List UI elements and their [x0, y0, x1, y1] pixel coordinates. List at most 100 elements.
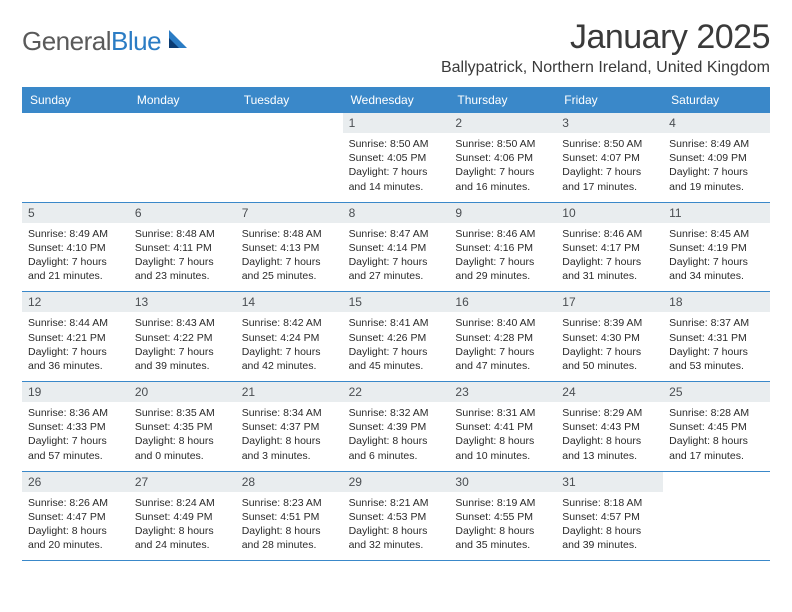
day-cell: 17Sunrise: 8:39 AMSunset: 4:30 PMDayligh… — [556, 292, 663, 381]
logo: GeneralBlue — [22, 18, 191, 57]
day-cell: 13Sunrise: 8:43 AMSunset: 4:22 PMDayligh… — [129, 292, 236, 381]
day-cell: 27 Sunrise: 8:24 AMSunset: 4:49 PMDayligh… — [129, 472, 236, 561]
dow-row: Sunday Monday Tuesday Wednesday Thursday… — [22, 87, 770, 113]
day-number: 13 — [129, 292, 236, 312]
day-cell: 6 Sunrise: 8:48 AMSunset: 4:11 PMDaylight… — [129, 203, 236, 292]
day-number: 31 — [556, 472, 663, 492]
day-number: 4 — [663, 113, 770, 133]
day-cell: 4 Sunrise: 8:49 AMSunset: 4:09 PMDaylight… — [663, 113, 770, 202]
day-body: Sunrise: 8:31 AMSunset: 4:41 PMDaylight:… — [455, 406, 550, 463]
logo-sail-icon — [165, 28, 191, 55]
dow-cell: Friday — [556, 87, 663, 113]
day-number: 14 — [236, 292, 343, 312]
day-cell: 26 Sunrise: 8:26 AMSunset: 4:47 PMDayligh… — [22, 472, 129, 561]
day-number: 9 — [449, 203, 556, 223]
day-body: Sunrise: 8:45 AMSunset: 4:19 PMDaylight:… — [669, 227, 764, 284]
day-number: 21 — [236, 382, 343, 402]
title-block: January 2025 Ballypatrick, Northern Irel… — [441, 18, 770, 77]
day-body: Sunrise: 8:35 AMSunset: 4:35 PMDaylight:… — [135, 406, 230, 463]
day-body: Sunrise: 8:24 AMSunset: 4:49 PMDaylight:… — [135, 496, 230, 553]
day-number: 27 — [129, 472, 236, 492]
day-cell: 15 Sunrise: 8:41 AMSunset: 4:26 PMDayligh… — [343, 292, 450, 381]
day-number: 8 — [343, 203, 450, 223]
logo-part1: General — [22, 26, 111, 56]
dow-cell: Sunday — [22, 87, 129, 113]
day-cell: 20 Sunrise: 8:35 AMSunset: 4:35 PMDayligh… — [129, 382, 236, 471]
logo-text: GeneralBlue — [22, 26, 161, 57]
day-cell: 8 Sunrise: 8:47 AMSunset: 4:14 PMDaylight… — [343, 203, 450, 292]
day-cell: 16 Sunrise: 8:40 AMSunset: 4:28 PMDayligh… — [449, 292, 556, 381]
week-row: 19 Sunrise: 8:36 AMSunset: 4:33 PMDayligh… — [22, 382, 770, 472]
day-body: Sunrise: 8:49 AMSunset: 4:09 PMDaylight:… — [669, 137, 764, 194]
day-number: 6 — [129, 203, 236, 223]
day-body: Sunrise: 8:49 AMSunset: 4:10 PMDaylight:… — [28, 227, 123, 284]
day-number: 22 — [343, 382, 450, 402]
day-number: 20 — [129, 382, 236, 402]
logo-part2: Blue — [111, 26, 161, 56]
day-body: Sunrise: 8:29 AMSunset: 4:43 PMDaylight:… — [562, 406, 657, 463]
day-number: 3 — [556, 113, 663, 133]
month-title: January 2025 — [441, 18, 770, 57]
day-cell: 19 Sunrise: 8:36 AMSunset: 4:33 PMDayligh… — [22, 382, 129, 471]
day-number: 25 — [663, 382, 770, 402]
calendar: Sunday Monday Tuesday Wednesday Thursday… — [22, 87, 770, 561]
day-number: 30 — [449, 472, 556, 492]
weeks-container: 1Sunrise: 8:50 AMSunset: 4:05 PMDaylight… — [22, 113, 770, 561]
day-body: Sunrise: 8:40 AMSunset: 4:28 PMDaylight:… — [455, 316, 550, 373]
page: GeneralBlue January 2025 Ballypatrick, N… — [0, 0, 792, 561]
week-row: 26 Sunrise: 8:26 AMSunset: 4:47 PMDayligh… — [22, 472, 770, 562]
day-cell — [129, 113, 236, 202]
day-body: Sunrise: 8:36 AMSunset: 4:33 PMDaylight:… — [28, 406, 123, 463]
day-cell: 25 Sunrise: 8:28 AMSunset: 4:45 PMDayligh… — [663, 382, 770, 471]
day-cell: 14 Sunrise: 8:42 AMSunset: 4:24 PMDayligh… — [236, 292, 343, 381]
day-body: Sunrise: 8:41 AMSunset: 4:26 PMDaylight:… — [349, 316, 444, 373]
day-number: 15 — [343, 292, 450, 312]
day-cell — [236, 113, 343, 202]
day-cell: 2Sunrise: 8:50 AMSunset: 4:06 PMDaylight… — [449, 113, 556, 202]
day-body: Sunrise: 8:28 AMSunset: 4:45 PMDaylight:… — [669, 406, 764, 463]
day-body: Sunrise: 8:46 AMSunset: 4:17 PMDaylight:… — [562, 227, 657, 284]
day-number: 18 — [663, 292, 770, 312]
day-body: Sunrise: 8:48 AMSunset: 4:11 PMDaylight:… — [135, 227, 230, 284]
day-body: Sunrise: 8:50 AMSunset: 4:06 PMDaylight:… — [455, 137, 550, 194]
day-number: 24 — [556, 382, 663, 402]
dow-cell: Saturday — [663, 87, 770, 113]
day-cell: 22 Sunrise: 8:32 AMSunset: 4:39 PMDayligh… — [343, 382, 450, 471]
week-row: 1Sunrise: 8:50 AMSunset: 4:05 PMDaylight… — [22, 113, 770, 203]
week-row: 5 Sunrise: 8:49 AMSunset: 4:10 PMDaylight… — [22, 203, 770, 293]
day-body: Sunrise: 8:46 AMSunset: 4:16 PMDaylight:… — [455, 227, 550, 284]
day-cell: 5 Sunrise: 8:49 AMSunset: 4:10 PMDaylight… — [22, 203, 129, 292]
day-cell: 18Sunrise: 8:37 AMSunset: 4:31 PMDayligh… — [663, 292, 770, 381]
day-cell: 21Sunrise: 8:34 AMSunset: 4:37 PMDayligh… — [236, 382, 343, 471]
day-cell: 30 Sunrise: 8:19 AMSunset: 4:55 PMDayligh… — [449, 472, 556, 561]
day-cell: 10Sunrise: 8:46 AMSunset: 4:17 PMDayligh… — [556, 203, 663, 292]
day-body: Sunrise: 8:50 AMSunset: 4:05 PMDaylight:… — [349, 137, 444, 194]
day-cell: 31Sunrise: 8:18 AMSunset: 4:57 PMDayligh… — [556, 472, 663, 561]
day-body: Sunrise: 8:32 AMSunset: 4:39 PMDaylight:… — [349, 406, 444, 463]
dow-cell: Wednesday — [343, 87, 450, 113]
day-body: Sunrise: 8:42 AMSunset: 4:24 PMDaylight:… — [242, 316, 337, 373]
day-cell: 23 Sunrise: 8:31 AMSunset: 4:41 PMDayligh… — [449, 382, 556, 471]
day-body: Sunrise: 8:39 AMSunset: 4:30 PMDaylight:… — [562, 316, 657, 373]
day-body: Sunrise: 8:44 AMSunset: 4:21 PMDaylight:… — [28, 316, 123, 373]
day-body: Sunrise: 8:47 AMSunset: 4:14 PMDaylight:… — [349, 227, 444, 284]
day-body: Sunrise: 8:50 AMSunset: 4:07 PMDaylight:… — [562, 137, 657, 194]
day-body: Sunrise: 8:26 AMSunset: 4:47 PMDaylight:… — [28, 496, 123, 553]
day-number: 23 — [449, 382, 556, 402]
day-cell: 24 Sunrise: 8:29 AMSunset: 4:43 PMDayligh… — [556, 382, 663, 471]
day-cell: 7Sunrise: 8:48 AMSunset: 4:13 PMDaylight… — [236, 203, 343, 292]
day-number: 26 — [22, 472, 129, 492]
day-number: 16 — [449, 292, 556, 312]
day-body: Sunrise: 8:19 AMSunset: 4:55 PMDaylight:… — [455, 496, 550, 553]
dow-cell: Thursday — [449, 87, 556, 113]
day-cell: 29Sunrise: 8:21 AMSunset: 4:53 PMDayligh… — [343, 472, 450, 561]
day-cell: 1Sunrise: 8:50 AMSunset: 4:05 PMDaylight… — [343, 113, 450, 202]
day-number: 12 — [22, 292, 129, 312]
day-number: 11 — [663, 203, 770, 223]
week-row: 12 Sunrise: 8:44 AMSunset: 4:21 PMDayligh… — [22, 292, 770, 382]
day-number: 29 — [343, 472, 450, 492]
day-number: 5 — [22, 203, 129, 223]
header: GeneralBlue January 2025 Ballypatrick, N… — [22, 18, 770, 77]
day-number: 19 — [22, 382, 129, 402]
day-number: 28 — [236, 472, 343, 492]
